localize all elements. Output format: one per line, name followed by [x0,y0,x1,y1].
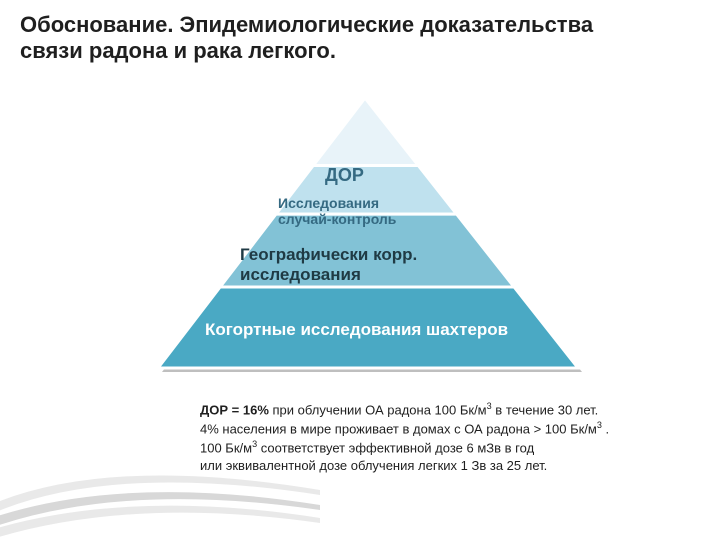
swoosh-path-1 [0,475,320,530]
body-text: ДОР = 16% при облучении ОА радона 100 Бк… [200,400,609,474]
body-line-2: 4% населения в мире проживает в домах с … [200,419,609,438]
swoosh-path-3 [0,506,320,540]
slide-title: Обоснование. Эпидемиологические доказате… [20,12,660,64]
pyramid-level-2-label: Географически корр.исследования [240,245,417,284]
body-line-4: или эквивалентной дозе облучения легких … [200,457,609,475]
body-line-3: 100 Бк/м3 соответствует эффективной дозе… [200,438,609,457]
pyramid-level-3-label: Когортные исследования шахтеров [205,320,508,340]
swoosh-path-2 [0,492,320,540]
pyramid-level-0 [313,98,418,166]
body-line-1: ДОР = 16% при облучении ОА радона 100 Бк… [200,400,609,419]
pyramid-level-0-label: ДОР [325,165,364,186]
pyramid-level-1-label: Исследованияслучай-контроль [278,195,396,227]
